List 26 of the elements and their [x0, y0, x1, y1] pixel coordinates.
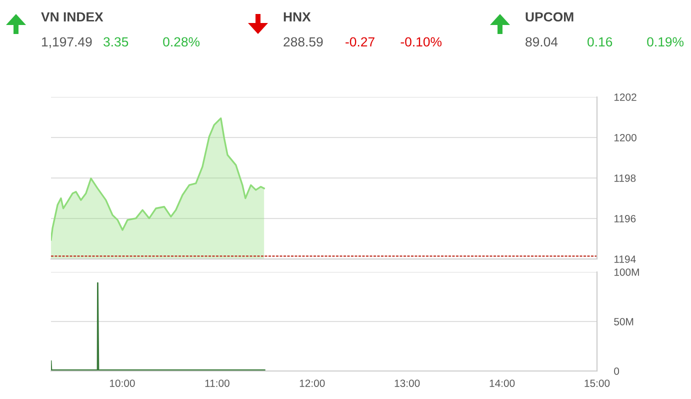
x-tick-label: 14:00: [490, 380, 515, 387]
y-tick-label: 1202: [614, 94, 636, 101]
text: 0.28%: [163, 37, 200, 47]
text: 89.04: [526, 37, 558, 47]
category-label: VN INDEX: [41, 12, 104, 22]
y-tick-label: 0: [614, 368, 620, 375]
text: 288.59: [284, 37, 323, 47]
text: 0.19%: [647, 37, 684, 47]
y-tick-label: 1196: [614, 215, 636, 222]
data-label: 3.35: [104, 37, 128, 47]
x-tick-label: 11:00: [205, 380, 230, 387]
x-tick-label: 13:00: [394, 380, 420, 387]
y-tick-label: 1200: [614, 134, 636, 142]
y-tick-label: 50M: [614, 318, 634, 326]
y-tick-label: 100M: [614, 268, 639, 276]
x-tick-label: 12:00: [300, 380, 325, 387]
y-tick-label: 1194: [614, 256, 636, 263]
x-tick-label: 10:00: [110, 380, 135, 387]
text: -0.10%: [400, 37, 442, 47]
category-label: UPCOM: [526, 12, 574, 22]
x-tick-label: 15:00: [584, 380, 610, 387]
y-tick-label: 1198: [614, 174, 636, 182]
text: 1,197.49: [42, 37, 92, 48]
category-label: HNX: [284, 12, 311, 22]
data-label: 0.16: [588, 37, 612, 47]
data-label: -0.27: [346, 37, 374, 47]
